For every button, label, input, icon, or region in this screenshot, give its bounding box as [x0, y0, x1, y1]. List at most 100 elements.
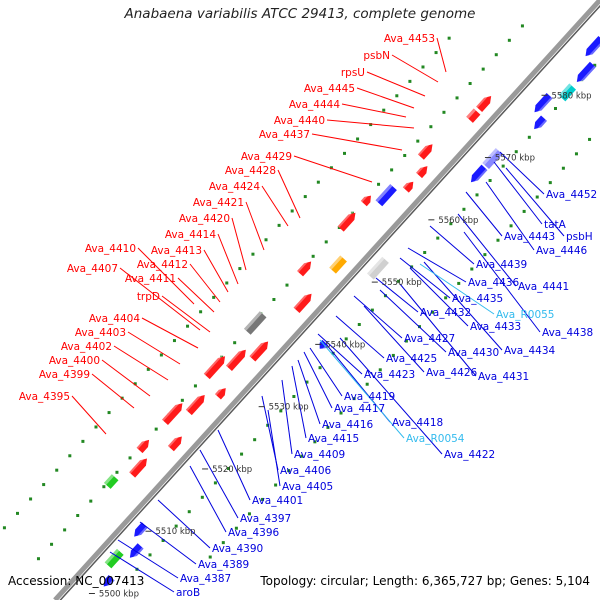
track-dot — [261, 497, 265, 501]
reverse-gene-label: Ava_4387 — [180, 573, 231, 585]
reverse-gene-label: Ava_4446 — [536, 245, 588, 257]
leader-line — [465, 191, 503, 237]
reverse-gene-label: psbH — [566, 231, 593, 243]
track-dot — [382, 108, 386, 112]
leader-line — [281, 379, 293, 455]
reverse-gene-label: Ava_4438 — [542, 327, 593, 339]
track-dot — [128, 456, 132, 460]
forward-gene-label: Ava_4445 — [304, 83, 355, 95]
forward-gene-label: Ava_4400 — [49, 355, 100, 367]
label-leader-lines — [71, 37, 565, 593]
reverse-gene-label: Ava_4416 — [322, 419, 374, 431]
reverse-gene-label: Ava_4430 — [448, 347, 499, 359]
track-dot — [588, 137, 592, 141]
track-dot — [50, 542, 54, 546]
track-dot — [148, 553, 152, 557]
scale-label: 5540 kbp — [325, 340, 365, 350]
track-dot — [115, 470, 119, 474]
forward-gene — [129, 455, 148, 478]
reverse-gene-label: Ava_4417 — [334, 403, 385, 415]
track-dot — [326, 425, 330, 429]
track-dot — [404, 339, 408, 343]
leader-line — [399, 283, 477, 377]
gene-block — [375, 184, 397, 207]
track-dot — [226, 466, 230, 470]
track-dot — [324, 240, 328, 244]
reverse-gene-label: Ava_4443 — [504, 231, 555, 243]
leader-line — [311, 133, 403, 151]
forward-gene-label: Ava_4437 — [259, 129, 310, 141]
gene-block — [466, 108, 481, 123]
reverse-gene-label: Ava_4401 — [252, 495, 303, 507]
track-dot — [2, 526, 6, 530]
track-dot — [193, 384, 197, 388]
track-dot — [449, 222, 453, 226]
forward-gene-label: Ava_4444 — [289, 99, 341, 111]
track-dot — [251, 252, 255, 256]
track-dot — [370, 308, 374, 312]
track-dot — [221, 541, 225, 545]
track-dot — [408, 79, 412, 83]
gene-block — [482, 148, 503, 170]
leader-line — [297, 359, 321, 425]
leader-line — [245, 201, 265, 251]
track-dot — [527, 135, 531, 139]
leader-line — [127, 331, 181, 365]
track-dot — [483, 253, 487, 257]
forward-gene-label: rpsU — [341, 67, 365, 79]
track-dot — [300, 454, 304, 458]
track-dot — [436, 236, 440, 240]
reverse-gene-label: Ava_4431 — [478, 371, 529, 383]
track-dot — [94, 425, 98, 429]
track-dot — [442, 110, 446, 114]
track-dot — [431, 310, 435, 314]
forward-gene — [476, 93, 492, 112]
track-dot — [174, 524, 178, 528]
forward-gene-label: Ava_4412 — [137, 259, 188, 271]
reverse-gene-label: Ava_4397 — [240, 513, 291, 525]
forward-gene — [337, 210, 356, 232]
leader-line — [117, 539, 179, 579]
track-dot — [159, 353, 163, 357]
track-dot — [199, 310, 203, 314]
reverse-gene — [534, 92, 553, 115]
leader-line — [409, 267, 469, 327]
track-dot — [397, 279, 401, 283]
forward-gene-label: trpD — [137, 291, 160, 303]
track-dot — [520, 24, 524, 28]
track-dot — [212, 295, 216, 299]
track-dot — [287, 469, 291, 473]
leader-line — [375, 277, 419, 313]
reverse-gene-label: Ava_4434 — [504, 345, 556, 357]
track-dot — [42, 483, 46, 487]
leader-line — [505, 167, 565, 237]
reverse-gene-label: Ava_4427 — [404, 333, 455, 345]
leader-line — [353, 295, 403, 339]
leader-line — [341, 103, 407, 118]
track-dot — [391, 353, 395, 357]
track-dot — [462, 207, 466, 211]
leader-line — [317, 333, 363, 375]
track-dot — [553, 106, 557, 110]
reverse-gene-label: Ava_4435 — [452, 293, 503, 305]
track-dot — [457, 281, 461, 285]
track-dot — [548, 181, 552, 185]
track-dot — [16, 511, 20, 515]
track-dot — [213, 481, 217, 485]
reverse-gene-label: Ava_4439 — [476, 259, 527, 271]
leader-line — [335, 315, 385, 359]
reverse-gene-label: aroB — [176, 587, 200, 599]
track-dot — [63, 528, 67, 532]
track-dot — [238, 267, 242, 271]
reverse-gene-label: Ava_4389 — [198, 559, 249, 571]
track-dot — [154, 427, 158, 431]
forward-gene — [136, 437, 150, 454]
leader-line — [326, 119, 415, 129]
gene-block — [243, 311, 267, 335]
reverse-gene — [470, 164, 488, 185]
track-dot — [488, 178, 492, 182]
track-dot — [356, 137, 360, 141]
leader-line — [407, 247, 467, 283]
forward-gene-label: Ava_4410 — [85, 243, 136, 255]
forward-gene-label: Ava_4414 — [165, 229, 217, 241]
